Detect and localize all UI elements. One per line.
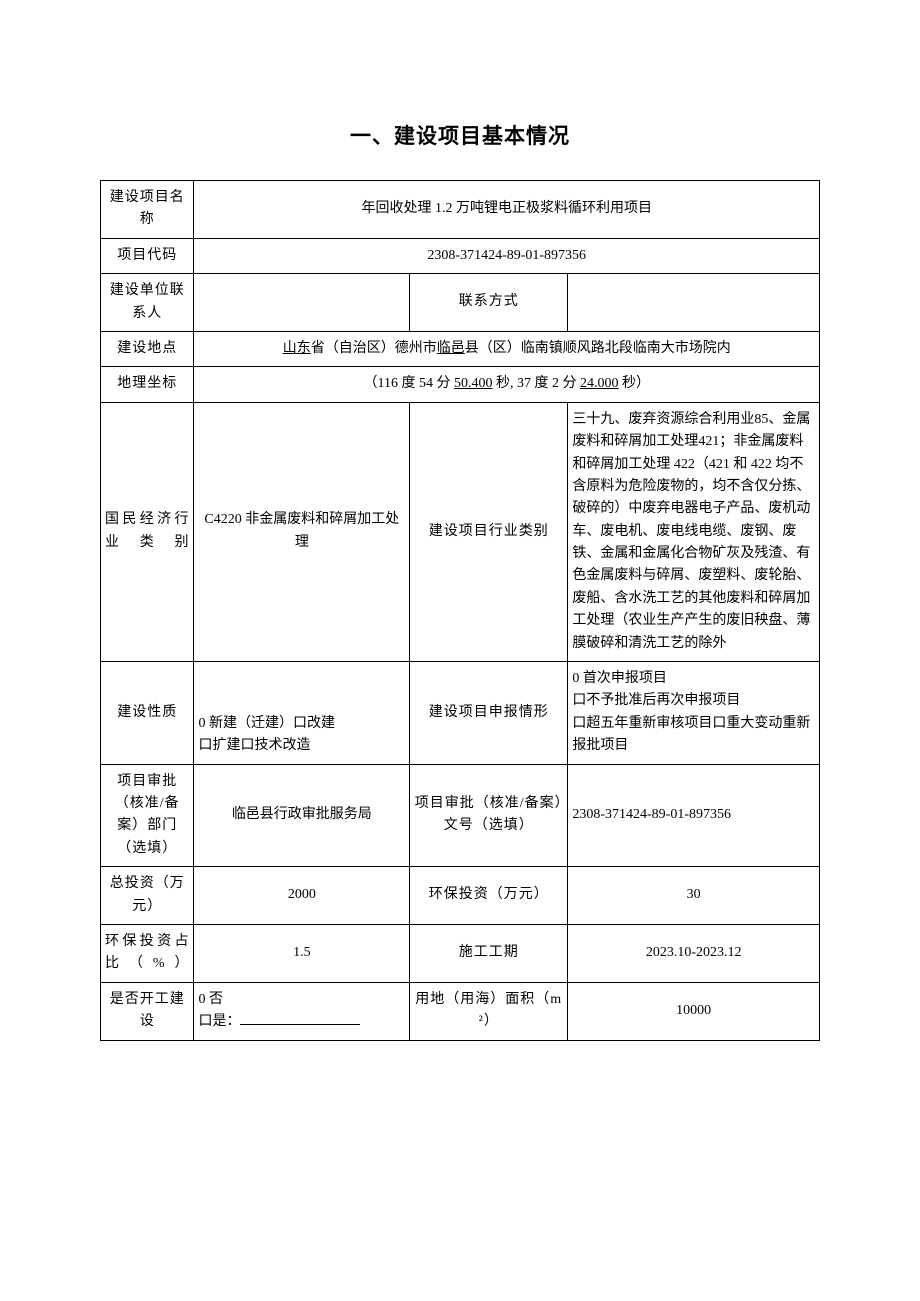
label-started: 是否开工建设	[101, 982, 194, 1040]
value-geo: （116 度 54 分 50.400 秒, 37 度 2 分 24.000 秒）	[194, 367, 820, 402]
section-heading: 一、建设项目基本情况	[100, 120, 820, 150]
table-row: 地理坐标 （116 度 54 分 50.400 秒, 37 度 2 分 24.0…	[101, 367, 820, 402]
loc-county: 临邑	[437, 341, 465, 356]
geo-t1: （116 度 54 分	[363, 376, 453, 391]
label-geo: 地理坐标	[101, 367, 194, 402]
label-land-area: 用地（用海）面积（m²）	[410, 982, 568, 1040]
value-total-invest: 2000	[194, 867, 410, 925]
label-project-code: 项目代码	[101, 238, 194, 273]
value-declare: 0 首次申报项目 口不予批准后再次申报项目 口超五年重新审核项目口重大变动重新报…	[568, 662, 820, 765]
label-duration: 施工工期	[410, 924, 568, 982]
geo-t2: 秒, 37 度 2 分	[492, 376, 580, 391]
value-approval-no: 2308-371424-89-01-897356	[568, 764, 820, 867]
label-contact-method: 联系方式	[410, 274, 568, 332]
table-row: 建设项目名称 年回收处理 1.2 万吨锂电正极浆料循环利用项目	[101, 181, 820, 239]
started-opt-yes: 口是：	[198, 1014, 240, 1029]
label-env-ratio: 环保投资占比（%）	[101, 924, 194, 982]
label-industry-class: 国民经济行业类别	[101, 402, 194, 661]
label-contact-person: 建设单位联系人	[101, 274, 194, 332]
table-row: 建设地点 山东省（自治区）德州市临邑县（区）临南镇顺风路北段临南大市场院内	[101, 331, 820, 366]
value-project-industry: 三十九、废弃资源综合利用业85、金属废料和碎屑加工处理421；非金属废料和碎屑加…	[568, 402, 820, 661]
value-contact-person	[194, 274, 410, 332]
value-env-invest: 30	[568, 867, 820, 925]
value-nature: 0 新建（迁建）口改建 口扩建口技术改造	[194, 662, 410, 765]
table-row: 环保投资占比（%） 1.5 施工工期 2023.10-2023.12	[101, 924, 820, 982]
loc-mid2: 县（区）临南镇顺风路北段临南大市场院内	[465, 341, 731, 356]
value-contact-method	[568, 274, 820, 332]
started-opt-yes-wrap: 口是：	[198, 1011, 405, 1033]
label-env-invest: 环保投资（万元）	[410, 867, 568, 925]
document-page: 一、建设项目基本情况 建设项目名称 年回收处理 1.2 万吨锂电正极浆料循环利用…	[0, 0, 920, 1141]
geo-sec2: 24.000	[580, 376, 619, 391]
label-project-name: 建设项目名称	[101, 181, 194, 239]
nature-line1: 0 新建（迁建）口改建	[198, 713, 405, 735]
declare-line3: 口超五年重新审核项目口重大变动重新报批项目	[572, 713, 815, 758]
loc-mid1: 省（自治区）德州市	[311, 341, 437, 356]
nature-line2: 口扩建口技术改造	[198, 735, 405, 757]
label-nature: 建设性质	[101, 662, 194, 765]
label-approval-no: 项目审批（核准/备案）文号（选填）	[410, 764, 568, 867]
value-land-area: 10000	[568, 982, 820, 1040]
table-row: 建设单位联系人 联系方式	[101, 274, 820, 332]
value-env-ratio: 1.5	[194, 924, 410, 982]
value-project-name: 年回收处理 1.2 万吨锂电正极浆料循环利用项目	[194, 181, 820, 239]
label-location: 建设地点	[101, 331, 194, 366]
value-industry-class: C4220 非金属废料和碎屑加工处理	[194, 402, 410, 661]
table-row: 项目审批（核准/备案）部门（选填） 临邑县行政审批服务局 项目审批（核准/备案）…	[101, 764, 820, 867]
label-total-invest: 总投资（万元）	[101, 867, 194, 925]
geo-sec1: 50.400	[454, 376, 493, 391]
table-row: 项目代码 2308-371424-89-01-897356	[101, 238, 820, 273]
value-started: 0 否 口是：	[194, 982, 410, 1040]
label-approval-dept: 项目审批（核准/备案）部门（选填）	[101, 764, 194, 867]
table-row: 建设性质 0 新建（迁建）口改建 口扩建口技术改造 建设项目申报情形 0 首次申…	[101, 662, 820, 765]
loc-province: 山东	[283, 341, 311, 356]
project-info-table: 建设项目名称 年回收处理 1.2 万吨锂电正极浆料循环利用项目 项目代码 230…	[100, 180, 820, 1041]
value-approval-dept: 临邑县行政审批服务局	[194, 764, 410, 867]
table-row: 是否开工建设 0 否 口是： 用地（用海）面积（m²） 10000	[101, 982, 820, 1040]
table-row: 国民经济行业类别 C4220 非金属废料和碎屑加工处理 建设项目行业类别 三十九…	[101, 402, 820, 661]
geo-t3: 秒）	[618, 376, 650, 391]
declare-line1: 0 首次申报项目	[572, 668, 815, 690]
started-opt-no: 0 否	[198, 989, 405, 1011]
value-project-code: 2308-371424-89-01-897356	[194, 238, 820, 273]
declare-line2: 口不予批准后再次申报项目	[572, 690, 815, 712]
value-location: 山东省（自治区）德州市临邑县（区）临南镇顺风路北段临南大市场院内	[194, 331, 820, 366]
table-row: 总投资（万元） 2000 环保投资（万元） 30	[101, 867, 820, 925]
blank-underline	[240, 1011, 360, 1025]
label-declare: 建设项目申报情形	[410, 662, 568, 765]
value-duration: 2023.10-2023.12	[568, 924, 820, 982]
label-project-industry: 建设项目行业类别	[410, 402, 568, 661]
